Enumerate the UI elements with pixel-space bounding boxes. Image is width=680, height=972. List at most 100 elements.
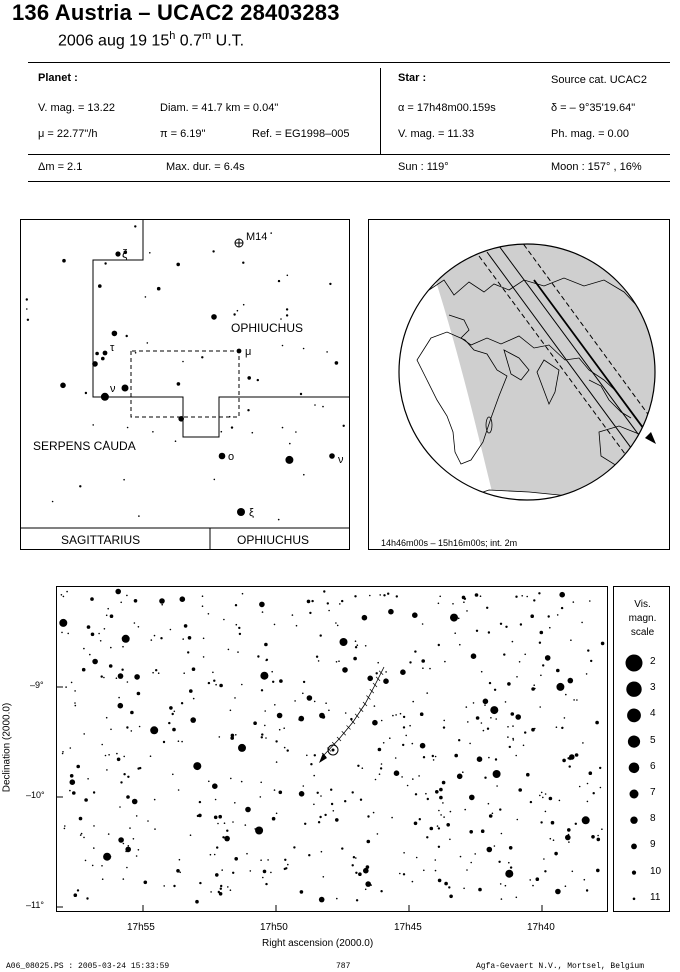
chart-star xyxy=(240,780,243,783)
chart-star xyxy=(283,727,285,729)
track-tick xyxy=(326,747,332,752)
chart-star xyxy=(510,712,515,716)
chart-star xyxy=(585,889,589,892)
xtick-label-17h40: 17h40 xyxy=(527,922,555,933)
chart-star xyxy=(413,821,418,826)
scale-dot-mag-9 xyxy=(631,843,637,850)
chart-star xyxy=(230,733,235,738)
star-alpha: α = 17h48m00.159s xyxy=(398,102,496,114)
chart-star xyxy=(219,887,222,890)
chart-star xyxy=(344,712,347,714)
label-omicron: o xyxy=(228,451,234,463)
chart-star xyxy=(414,650,417,653)
finder-star xyxy=(123,478,125,481)
chart-star xyxy=(298,715,305,722)
chart-star xyxy=(539,794,541,797)
chart-star xyxy=(493,845,496,847)
footer-credit: Agfa-Gevaert N.V., Mortsel, Belgium xyxy=(476,962,645,971)
chart-star xyxy=(336,624,339,627)
path-centerline xyxy=(533,279,653,441)
track-tick xyxy=(369,688,375,694)
finder-star xyxy=(182,360,184,363)
chart-star xyxy=(503,653,506,656)
chart-star xyxy=(229,889,232,891)
chart-star xyxy=(419,742,426,749)
chart-star xyxy=(270,871,272,874)
chart-star xyxy=(264,642,268,647)
chart-star xyxy=(539,630,544,635)
chart-star xyxy=(373,705,376,707)
chart-star xyxy=(474,853,477,855)
chart-star xyxy=(324,813,327,817)
chart-star xyxy=(515,754,517,757)
chart-star xyxy=(195,899,199,904)
finder-star xyxy=(62,258,66,263)
chart-star xyxy=(499,622,503,625)
chart-star xyxy=(262,869,267,874)
chart-star xyxy=(265,882,268,886)
chart-star xyxy=(402,715,406,719)
chart-star xyxy=(441,780,446,785)
finder-star xyxy=(247,409,250,412)
chart-star xyxy=(459,643,461,646)
finder-star xyxy=(92,361,98,367)
chart-star xyxy=(213,815,218,820)
chart-star xyxy=(160,637,163,640)
chart-star xyxy=(518,661,521,663)
chart-star xyxy=(125,846,131,853)
chart-star xyxy=(100,675,103,678)
header-rule-top xyxy=(28,62,670,63)
chart-star xyxy=(405,734,408,737)
chart-star xyxy=(361,767,364,769)
label-mu: μ xyxy=(245,346,251,358)
chart-star xyxy=(426,692,429,694)
chart-star xyxy=(179,871,181,874)
chart-star xyxy=(450,613,458,622)
chart-star xyxy=(394,757,397,759)
chart-star xyxy=(374,778,377,781)
chart-star xyxy=(313,700,316,703)
chart-star xyxy=(223,822,226,824)
chart-star xyxy=(367,815,370,818)
chart-star xyxy=(59,618,68,627)
chart-star xyxy=(393,770,400,776)
chart-star xyxy=(267,859,269,861)
chart-star xyxy=(555,726,558,728)
antarctica xyxy=(458,489,650,500)
chart-star xyxy=(505,625,508,628)
chart-star xyxy=(534,687,536,690)
chart-star xyxy=(261,733,264,736)
label-tau: τ xyxy=(110,342,115,354)
chart-star xyxy=(600,641,605,646)
globe-outline xyxy=(398,243,656,501)
chart-star xyxy=(313,774,316,777)
chart-star xyxy=(107,833,110,835)
chart-star xyxy=(563,717,566,719)
chart-star xyxy=(207,613,210,615)
label-nu-right: ν xyxy=(338,454,344,466)
finder-star xyxy=(98,284,102,288)
star-source: Source cat. UCAC2 xyxy=(551,74,647,86)
chart-star xyxy=(101,865,103,867)
chart-star xyxy=(456,773,463,780)
chart-star xyxy=(81,667,86,672)
chart-star xyxy=(70,681,73,684)
track-tick xyxy=(366,695,371,700)
chart-star xyxy=(171,712,174,716)
chart-star xyxy=(168,721,171,725)
chart-star xyxy=(475,629,479,632)
chart-star xyxy=(364,645,367,647)
chart-star xyxy=(482,729,485,732)
scale-dot-mag-7 xyxy=(629,789,639,799)
chart-star xyxy=(60,594,63,596)
chart-star xyxy=(202,656,205,658)
chart-star xyxy=(436,825,439,827)
chart-star xyxy=(570,639,572,641)
chart-star xyxy=(388,608,394,615)
chart-star xyxy=(260,671,269,680)
chart-star xyxy=(590,659,593,663)
ytick-label-10: –10° xyxy=(26,790,45,800)
chart-star xyxy=(227,886,229,888)
chart-star xyxy=(526,772,530,777)
chart-star xyxy=(391,816,393,819)
